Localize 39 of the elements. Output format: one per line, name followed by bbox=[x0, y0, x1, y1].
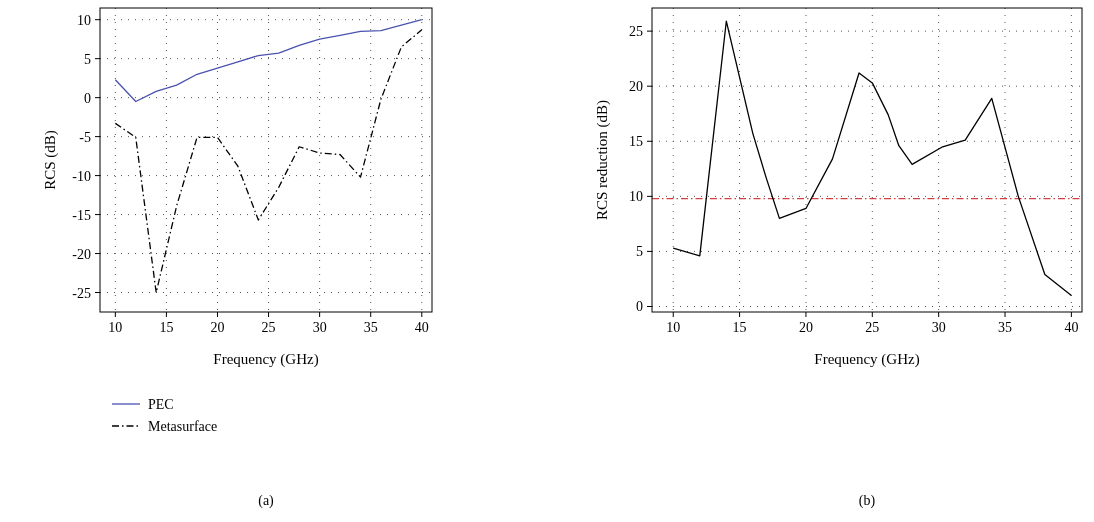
x-tick-label: 10 bbox=[108, 320, 123, 335]
x-tick-label: 25 bbox=[865, 320, 880, 335]
x-tick-label: 35 bbox=[998, 320, 1013, 335]
x-tick-label: 40 bbox=[414, 320, 429, 335]
text: (b) bbox=[858, 493, 876, 509]
y-tick-label: 0 bbox=[636, 299, 643, 315]
x-tick-label: 10 bbox=[666, 320, 681, 335]
y-tick-label: 20 bbox=[629, 79, 643, 95]
y-tick-label: 25 bbox=[629, 24, 643, 40]
y-tick-label: 0 bbox=[84, 90, 91, 106]
x-tick-label: 25 bbox=[261, 320, 276, 335]
y-axis-title: RCS reduction (dB) bbox=[594, 100, 611, 220]
x-tick-label: 20 bbox=[798, 320, 813, 335]
x-tick-label: 30 bbox=[931, 320, 946, 335]
x-tick-label: 35 bbox=[363, 320, 378, 335]
x-tick-label: 15 bbox=[732, 320, 747, 335]
y-axis-title: RCS (dB) bbox=[42, 130, 59, 190]
x-axis-title: Frequency (GHz) bbox=[814, 351, 920, 368]
y-tick-label: -20 bbox=[72, 246, 91, 262]
legend-label: PEC bbox=[148, 397, 174, 412]
x-tick-label: 30 bbox=[312, 320, 327, 335]
y-tick-label: -10 bbox=[72, 168, 91, 184]
line-series bbox=[114, 29, 423, 294]
line-series bbox=[672, 20, 1073, 297]
y-tick-label: 10 bbox=[629, 189, 643, 205]
legend-label: Metasurface bbox=[148, 419, 218, 434]
y-tick-label: 10 bbox=[77, 12, 91, 28]
y-tick-label: -15 bbox=[72, 207, 91, 223]
x-tick-label: 15 bbox=[159, 320, 174, 335]
x-tick-label: 40 bbox=[1064, 320, 1079, 335]
text: (a) bbox=[258, 493, 275, 509]
y-tick-label: 5 bbox=[636, 244, 643, 260]
y-tick-label: -5 bbox=[79, 129, 91, 145]
y-tick-label: -25 bbox=[72, 285, 91, 301]
x-tick-label: 20 bbox=[210, 320, 225, 335]
y-tick-label: 5 bbox=[84, 51, 91, 67]
line-series bbox=[114, 19, 423, 103]
x-axis-title: Frequency (GHz) bbox=[213, 351, 319, 368]
y-tick-label: 15 bbox=[629, 134, 643, 150]
